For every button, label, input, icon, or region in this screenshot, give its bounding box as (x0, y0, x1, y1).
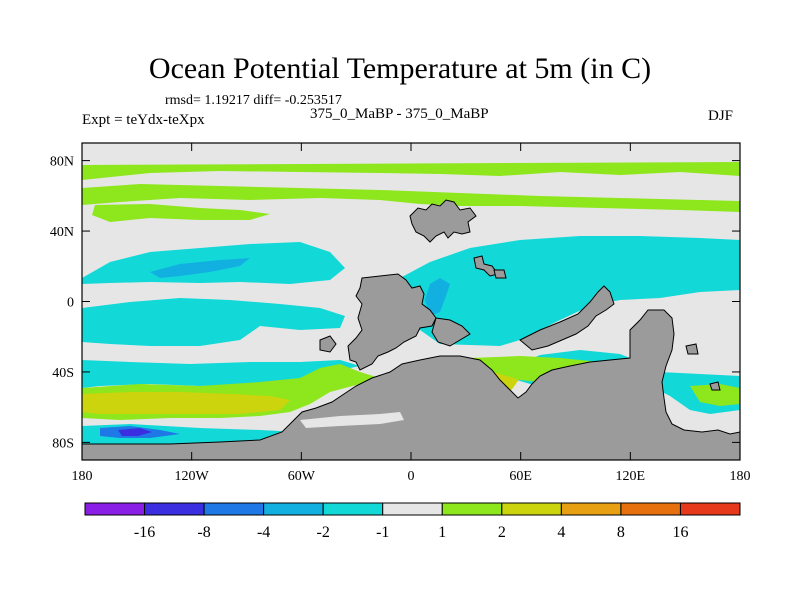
y-tick-label: 80N (50, 155, 74, 170)
land-far-east-island (709, 381, 721, 391)
x-tick-label: 120E (616, 469, 646, 484)
colorbar-label: -8 (197, 524, 210, 541)
colorbar-label: 2 (498, 524, 506, 541)
east-green-patch (690, 384, 740, 406)
land-asia-arm (519, 285, 615, 351)
southern-ocean-gap (300, 412, 404, 428)
pacific-cyan-west (82, 298, 345, 346)
land-east (82, 309, 740, 460)
colorbar-labels: -16 -8 -4 -2 -1 1 2 4 8 16 (134, 524, 689, 541)
nw-green-patch (92, 204, 270, 222)
colorbar-box (263, 502, 324, 516)
x-tick-label: 120W (175, 469, 210, 484)
colorbar-label: -4 (257, 524, 270, 541)
runs-label: 375_0_MaBP - 375_0_MaBP (310, 106, 489, 122)
land-small-west (319, 335, 337, 353)
x-tick-label: 180 (730, 469, 751, 484)
land-ne-island (685, 343, 699, 355)
atlantic-blue-core (425, 278, 450, 316)
atlantic-cyan (400, 236, 740, 346)
arctic-green-band (82, 162, 740, 180)
colorbar-label: -16 (134, 524, 155, 541)
land-africa-west (347, 273, 437, 371)
y-tick-label: 40S (52, 366, 74, 381)
colorbar-label: -2 (317, 524, 330, 541)
colorbar-box (679, 502, 741, 516)
colorbar-box (620, 502, 681, 516)
chart-title: Ocean Potential Temperature at 5m (in C) (148, 52, 652, 85)
x-tick-label: 60W (288, 469, 316, 484)
colorbar (84, 502, 741, 516)
colorbar-label: 4 (557, 524, 565, 541)
y-tick-label: 0 (67, 296, 74, 311)
colorbar-box (560, 502, 622, 516)
colorbar-box (322, 502, 384, 516)
land-island-2 (493, 269, 507, 279)
map-field (82, 143, 740, 460)
colorbar-box (203, 502, 265, 516)
colorbar-label: 1 (438, 524, 446, 541)
stats-label: rmsd= 1.19217 diff= -0.253517 (165, 93, 342, 108)
north-green-band (82, 184, 740, 212)
axis-ticks (81, 143, 741, 460)
pacific-blue-core (150, 258, 250, 278)
land-europe (409, 199, 477, 243)
colorbar-label: 8 (617, 524, 625, 541)
colorbar-label: -1 (376, 524, 389, 541)
colorbar-box (382, 502, 443, 516)
season-label: DJF (708, 108, 734, 124)
land-arabia (431, 317, 471, 347)
far-south-violet (118, 428, 152, 436)
x-tick-label: 60E (509, 469, 532, 484)
colorbar-box (441, 502, 503, 516)
colorbar-label: 16 (672, 524, 688, 541)
y-tick-label: 80S (52, 436, 74, 451)
y-tick-label: 40N (50, 225, 74, 240)
x-tick-label: 180 (72, 469, 93, 484)
x-tick-label: 0 (408, 469, 415, 484)
colorbar-box (501, 502, 562, 516)
south-cyan-belt (82, 360, 360, 388)
south-yellow-band (82, 392, 290, 414)
colorbar-box (84, 502, 146, 516)
axis-tick-labels: 180 120W 60W 0 60E 120E 180 80N 40N 0 40S 80S (50, 155, 751, 484)
experiment-label: Expt = teYdx-teXpx (82, 112, 205, 128)
colorbar-box (144, 502, 205, 516)
